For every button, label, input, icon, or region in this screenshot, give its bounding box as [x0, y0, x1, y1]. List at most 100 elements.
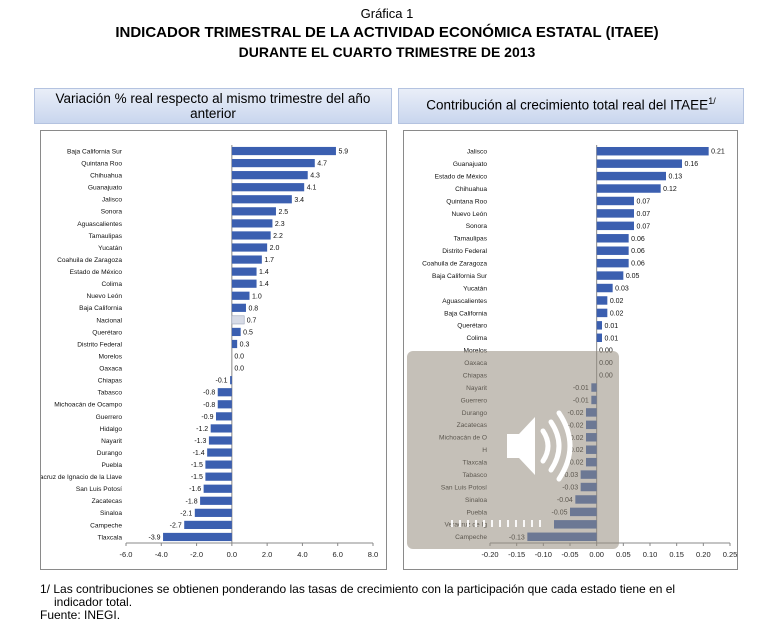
bar: [231, 243, 268, 252]
x-tick-label: 2.0: [262, 550, 272, 559]
data-label: 1.4: [259, 269, 269, 276]
bar: [163, 532, 232, 542]
data-label: -3.9: [148, 534, 160, 541]
left-chart-title: Variación % real respecto al mismo trime…: [55, 91, 371, 121]
data-label: 4.3: [310, 173, 320, 180]
category-label: Morelos: [99, 353, 123, 360]
category-label: Campeche: [90, 522, 122, 529]
bar: [596, 321, 602, 330]
bar: [231, 195, 292, 204]
category-label: Baja California Sur: [432, 273, 488, 280]
category-label: Estado de México: [70, 269, 123, 276]
data-label: 2.2: [273, 233, 283, 240]
data-label: 0.03: [615, 286, 629, 293]
bar: [231, 279, 257, 288]
bar: [596, 184, 661, 193]
category-label: Tamaulipas: [89, 233, 123, 240]
x-tick-label: -2.0: [190, 550, 203, 559]
data-label: 0.06: [631, 236, 645, 243]
right-chart-header: Contribución al crecimiento total real d…: [398, 88, 744, 124]
bar: [231, 339, 238, 349]
category-label: Nacional: [96, 317, 122, 324]
data-label: 0.12: [663, 186, 677, 193]
x-tick-label: 0.00: [589, 550, 604, 559]
bar: [596, 146, 709, 156]
category-label: Zacatecas: [92, 498, 123, 505]
x-tick-label: -0.05: [561, 550, 578, 559]
bar: [231, 303, 246, 312]
category-label: Aguascalientes: [77, 221, 122, 228]
category-label: Oaxaca: [99, 366, 122, 373]
x-tick-label: 0.15: [669, 550, 684, 559]
data-label: -2.7: [170, 522, 182, 529]
bar: [200, 496, 232, 505]
left-chart-panel: -6.0 -4.0 -2.0 0.0 2.0 4.0 6.0 8.0 Baja Californ…: [30, 130, 387, 570]
data-label: 0.07: [637, 223, 651, 230]
data-label: -1.5: [191, 474, 203, 481]
category-label: Baja California: [79, 305, 122, 312]
x-tick-label: 0.25: [723, 550, 737, 559]
data-label: 0.06: [631, 261, 645, 268]
category-label: Querétaro: [92, 329, 122, 336]
data-label: -0.1: [216, 378, 228, 385]
figure-title: INDICADOR TRIMESTRAL DE LA ACTIVIDAD ECO…: [115, 24, 659, 41]
category-label: Sinaloa: [100, 510, 122, 517]
data-label: 2.0: [270, 245, 280, 252]
category-label: Nuevo León: [451, 211, 487, 218]
category-label: Nayarit: [101, 438, 122, 445]
x-tick-label: 0.20: [696, 550, 711, 559]
data-label: -1.3: [194, 438, 206, 445]
category-label: Baja California Sur: [67, 148, 123, 155]
bar: [596, 246, 629, 255]
x-tick-label: -0.10: [535, 550, 552, 559]
bar: [596, 159, 682, 168]
x-tick-label: 0.05: [616, 550, 631, 559]
data-label: 0.07: [637, 198, 651, 205]
data-label: -2.1: [180, 510, 192, 517]
bar: [231, 291, 250, 300]
data-label: 0.0: [234, 366, 244, 373]
footnote: 1/ Las contribuciones se obtienen ponder…: [40, 583, 675, 622]
category-label: Distrito Federal: [442, 248, 487, 255]
bar: [231, 158, 315, 168]
data-label: 0.8: [248, 305, 258, 312]
data-label: -0.9: [201, 414, 213, 421]
bar: [231, 315, 245, 325]
category-label: Jalisco: [102, 197, 122, 204]
bar: [596, 171, 666, 181]
x-tick-label: 0.10: [643, 550, 658, 559]
bar: [231, 219, 273, 228]
bar: [217, 388, 232, 397]
data-label: -0.8: [203, 402, 215, 409]
footnote-line1: 1/ Las contribuciones se obtienen ponder…: [40, 582, 676, 596]
category-label: Chihuahua: [455, 186, 487, 193]
data-label: -1.5: [191, 462, 203, 469]
bar: [596, 308, 608, 318]
data-label: 0.01: [605, 323, 619, 330]
x-tick-label: -0.20: [481, 550, 498, 559]
category-label: Querétaro: [457, 323, 487, 330]
category-label: Tabasco: [97, 390, 122, 397]
left-bar-chart: -6.0 -4.0 -2.0 0.0 2.0 4.0 6.0 8.0 Baja Californ…: [30, 145, 378, 559]
category-label: Guerrero: [96, 414, 123, 421]
bar: [205, 472, 232, 481]
bar: [230, 376, 232, 385]
category-label: Estado de México: [435, 173, 488, 180]
data-label: -1.4: [193, 450, 205, 457]
speaker-icon[interactable]: [407, 351, 619, 549]
media-overlay[interactable]: [407, 351, 619, 549]
data-label: -1.6: [189, 486, 201, 493]
bar: [596, 258, 629, 268]
data-label: 0.21: [711, 149, 725, 156]
bar: [231, 267, 257, 276]
data-label: 5.9: [338, 149, 348, 156]
source-note: Fuente: INEGI.: [40, 608, 121, 622]
bar: [231, 146, 336, 156]
category-label: Chihuahua: [90, 173, 122, 180]
bar: [194, 508, 232, 517]
bar: [215, 412, 232, 421]
bar: [231, 183, 305, 192]
category-label: Tlaxcala: [97, 534, 122, 541]
bar: [184, 520, 232, 530]
x-tick-label: -0.15: [508, 550, 525, 559]
